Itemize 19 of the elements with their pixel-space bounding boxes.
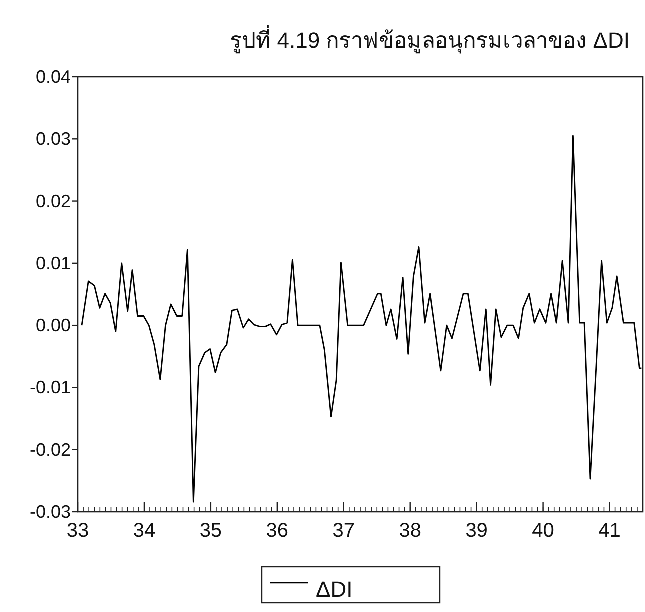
x-tick-label: 33: [66, 520, 90, 542]
x-tick-label: 37: [332, 520, 356, 542]
y-tick-label: -0.02: [30, 440, 71, 460]
x-tick-label: 40: [532, 520, 554, 542]
x-tick-label: 41: [598, 520, 621, 542]
y-tick-label: -0.03: [30, 502, 71, 522]
y-tick-label: 0.02: [36, 191, 71, 212]
y-tick-label: 0.00: [36, 316, 71, 336]
chart-title: รูปที่ 4.19 กราฟข้อมูลอนุกรมเวลาของ ΔDI: [230, 25, 630, 54]
y-tick-label: 0.04: [36, 67, 71, 87]
x-tick-label: 36: [266, 520, 289, 542]
x-tick-label: 35: [200, 520, 222, 542]
y-tick-label: -0.01: [30, 378, 71, 398]
y-tick-label: 0.03: [36, 129, 71, 150]
x-tick-label: 34: [133, 520, 156, 542]
x-tick-label: 38: [399, 520, 422, 542]
x-tick-label: 39: [466, 520, 488, 542]
y-tick-label: 0.01: [36, 253, 71, 274]
legend-label: ΔDI: [316, 577, 353, 602]
